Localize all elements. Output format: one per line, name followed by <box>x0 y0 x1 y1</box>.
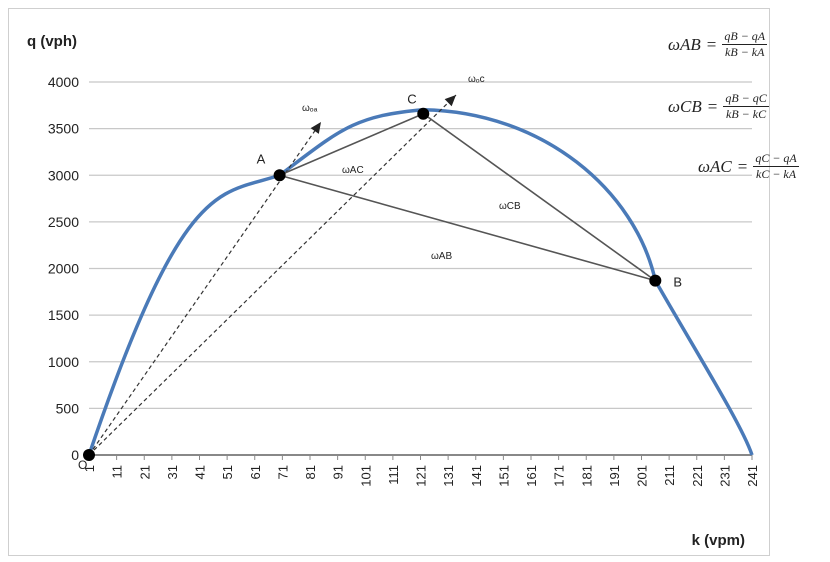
x-tick-label: 121 <box>414 465 429 487</box>
formula-ab-lhs: ωAB <box>668 34 701 54</box>
ray-omega-oc <box>88 94 457 456</box>
point-label-o: O <box>78 458 87 472</box>
x-tick-label: 71 <box>275 465 290 479</box>
formula-ac-lhs: ωAC <box>698 156 732 176</box>
chord-ab <box>279 174 656 282</box>
x-tick-label: 61 <box>248 465 263 479</box>
x-tick-label: 31 <box>165 465 180 479</box>
y-tick-label: 3500 <box>48 121 79 137</box>
x-tick-label: 111 <box>386 465 401 485</box>
y-axis-label: q (vph) <box>27 33 77 50</box>
formula-cb-numerator: qB − qC <box>723 91 769 107</box>
formula-cb-lhs: ωCB <box>668 96 702 116</box>
x-tick-label: 181 <box>579 465 594 487</box>
point-label-b: B <box>673 275 682 290</box>
x-tick-label: 221 <box>690 465 705 487</box>
point-label-c: C <box>407 92 416 107</box>
x-tick-label: 1 <box>82 465 97 472</box>
x-tick-label: 131 <box>441 465 456 487</box>
label-omega-cb: ωCB <box>499 201 521 212</box>
x-axis-label: k (vpm) <box>692 532 745 549</box>
formula-ab-numerator: qB − qA <box>722 29 768 45</box>
x-tick-label: 41 <box>193 465 208 479</box>
label-omega-ac: ωAC <box>342 165 364 176</box>
chord-cb <box>422 113 656 282</box>
x-tick-label: 241 <box>745 465 760 487</box>
x-tick-label: 161 <box>524 465 539 487</box>
point-c <box>417 107 430 120</box>
formula-ac: ωAC = qC − qA kC − kA <box>698 151 799 181</box>
y-tick-label: 2500 <box>48 214 79 230</box>
point-label-a: A <box>257 151 266 166</box>
label-omega-ab: ωAB <box>431 251 452 262</box>
label-omega-oa: ωₒₐ <box>302 103 318 114</box>
x-tick-label: 21 <box>137 465 152 479</box>
formula-ac-denominator: kC − kA <box>756 167 797 181</box>
x-tick-label: 211 <box>662 465 677 486</box>
x-tick-label: 191 <box>607 465 622 487</box>
y-tick-label: 500 <box>56 400 80 416</box>
formula-cb: ωCB = qB − qC kB − kC <box>668 91 769 121</box>
x-tick-label: 171 <box>552 465 567 487</box>
ray-omega-oa-arrowhead <box>310 122 321 134</box>
y-tick-label: 3000 <box>48 167 79 183</box>
y-tick-label: 0 <box>71 447 79 463</box>
x-tick-label: 101 <box>358 465 373 487</box>
label-omega-oc: ωₒc <box>468 74 485 85</box>
chart-frame: 0 500 1000 1500 2000 2500 3000 3500 4000 1 11 21 31 4… <box>8 8 770 556</box>
x-tick-label: 91 <box>331 465 346 479</box>
y-tick-label: 2000 <box>48 261 79 277</box>
y-tick-label: 4000 <box>48 74 79 90</box>
formula-cb-denominator: kB − kC <box>726 107 767 121</box>
x-tick-label: 51 <box>220 465 235 479</box>
y-tick-label: 1000 <box>48 354 79 370</box>
formula-ab: ωAB = qB − qA kB − kA <box>668 29 768 59</box>
point-o <box>83 449 95 461</box>
formula-ac-numerator: qC − qA <box>753 151 799 167</box>
y-tick-label: 1500 <box>48 307 79 323</box>
x-tick-label: 81 <box>303 465 318 479</box>
x-tick-label: 201 <box>635 465 650 487</box>
chord-ac <box>279 112 424 176</box>
point-a <box>273 169 286 182</box>
ray-omega-oc-arrowhead <box>444 95 456 107</box>
x-tick-label: 151 <box>496 465 511 487</box>
point-b <box>649 274 662 287</box>
formula-ab-denominator: kB − kA <box>725 45 765 59</box>
x-tick-label: 231 <box>717 465 732 487</box>
x-tick-label: 11 <box>110 465 125 479</box>
x-tick-label: 141 <box>469 465 484 487</box>
